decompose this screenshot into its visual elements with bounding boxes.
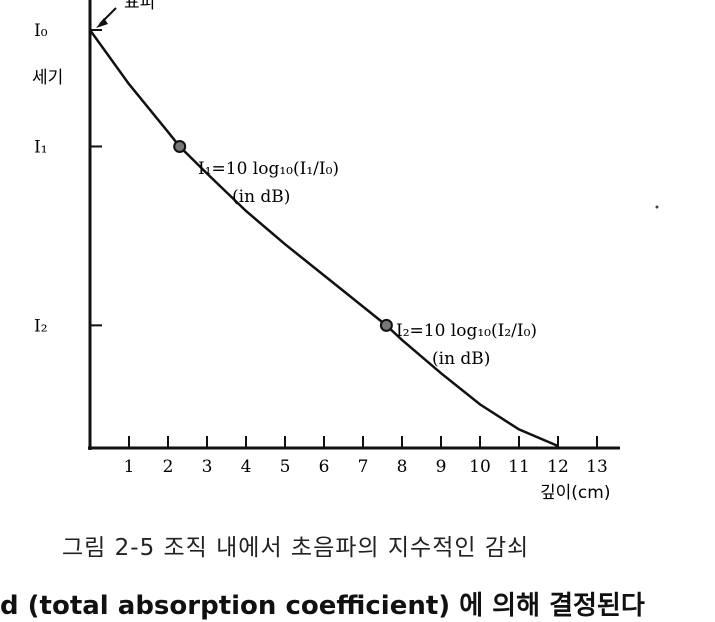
x-axis-label: 깊이(cm) bbox=[540, 483, 610, 503]
figure-caption: 그림 2-5 조직 내에서 초음파의 지수적인 감쇠 bbox=[62, 535, 530, 561]
x-tick-label: 3 bbox=[202, 457, 213, 477]
body-text-line: d (total absorption coefficient) 에 의해 결정… bbox=[0, 591, 645, 621]
x-tick-label: 12 bbox=[547, 457, 569, 477]
y-tick-label: I₁ bbox=[34, 137, 48, 157]
x-tick-label: 5 bbox=[280, 457, 291, 477]
i2-formula: I₂=10 log₁₀(I₂/I₀) bbox=[396, 321, 537, 341]
x-tick-label: 9 bbox=[436, 457, 447, 477]
origin-annotation: 표피 bbox=[96, 0, 155, 28]
y-ticks: I₀ I₁ I₂ bbox=[34, 21, 102, 336]
attenuation-curve bbox=[88, 29, 559, 448]
data-point bbox=[379, 318, 393, 332]
highlighted-points bbox=[173, 139, 393, 332]
x-tick-label: 1 bbox=[124, 457, 135, 477]
i2-unit: (in dB) bbox=[432, 349, 490, 369]
x-tick-label: 13 bbox=[586, 457, 608, 477]
origin-label: 표피 bbox=[124, 0, 155, 13]
x-tick-label: 11 bbox=[508, 457, 530, 477]
i1-formula: I₁=10 log₁₀(I₁/I₀) bbox=[198, 159, 339, 179]
i1-annotation: I₁=10 log₁₀(I₁/I₀) (in dB) bbox=[198, 159, 339, 207]
i2-annotation: I₂=10 log₁₀(I₂/I₀) (in dB) bbox=[396, 321, 537, 369]
x-tick-label: 8 bbox=[397, 457, 408, 477]
y-axis-label: 세기 bbox=[32, 68, 63, 88]
data-point bbox=[173, 139, 187, 153]
x-tick-label: 10 bbox=[469, 457, 491, 477]
x-tick-label: 7 bbox=[358, 457, 369, 477]
x-tick-label: 6 bbox=[319, 457, 330, 477]
stray-dot bbox=[655, 205, 659, 209]
y-tick-label: I₀ bbox=[34, 21, 48, 41]
y-tick-label: I₂ bbox=[34, 316, 48, 336]
x-tick-label: 2 bbox=[163, 457, 174, 477]
i1-unit: (in dB) bbox=[232, 187, 290, 207]
x-ticks: 1 2 3 4 5 6 7 8 9 10 11 12 13 bbox=[124, 436, 608, 477]
arrow-head-icon bbox=[96, 18, 108, 28]
x-tick-label: 4 bbox=[241, 457, 252, 477]
axes bbox=[88, 0, 620, 450]
